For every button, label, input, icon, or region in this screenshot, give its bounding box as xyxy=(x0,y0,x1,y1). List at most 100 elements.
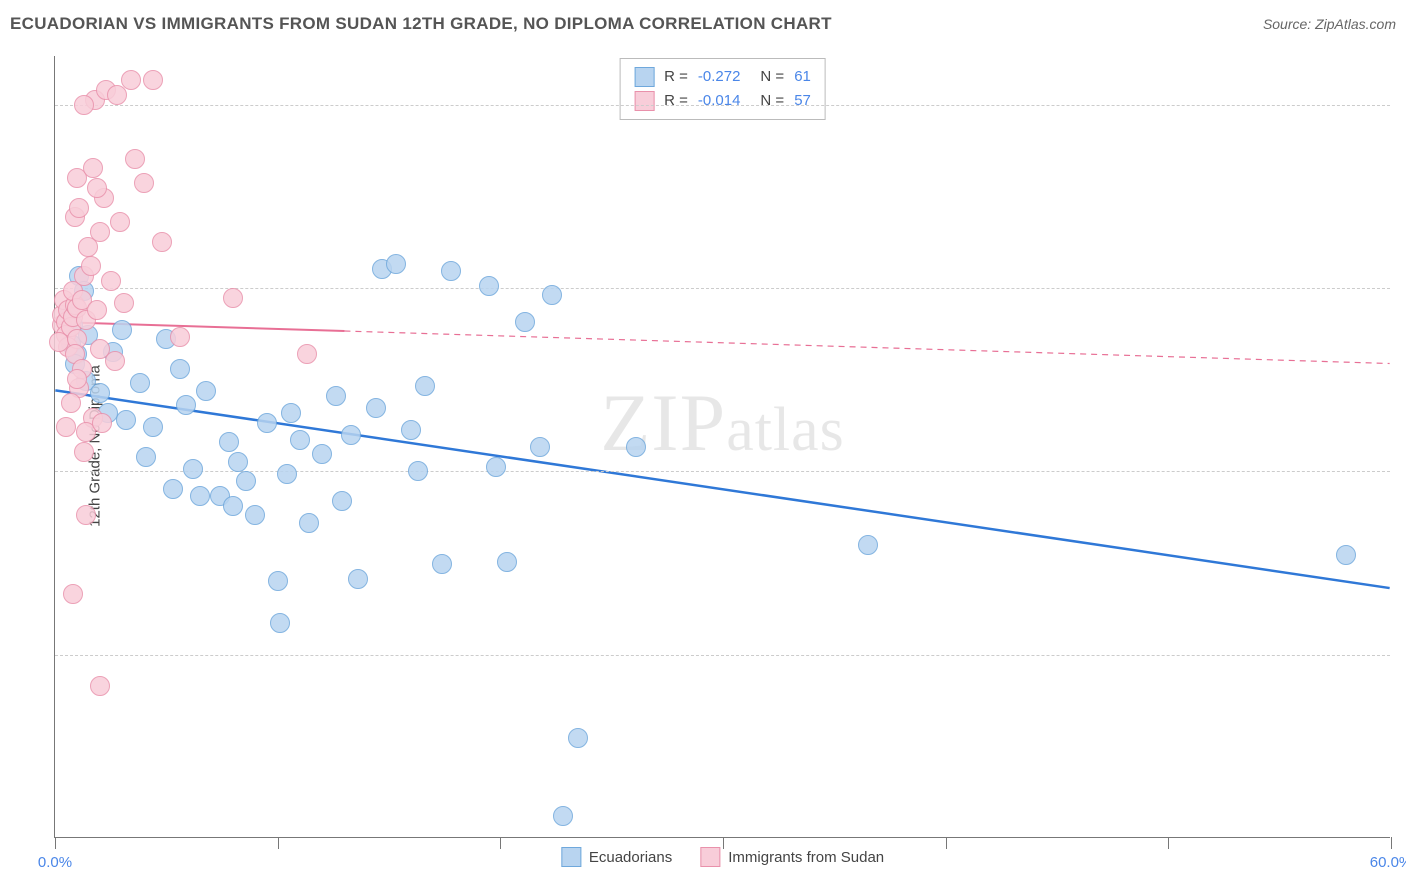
ecuadorian-point xyxy=(196,381,216,401)
sudan-point xyxy=(76,505,96,525)
ecuadorian-point xyxy=(348,569,368,589)
stat-r-value: -0.014 xyxy=(698,89,741,113)
trend-line-solid xyxy=(55,322,344,331)
ecuadorian-point xyxy=(432,554,452,574)
x-tick xyxy=(55,837,56,849)
legend-item: Ecuadorians xyxy=(561,847,672,867)
ecuadorian-point xyxy=(136,447,156,467)
ecuadorian-point xyxy=(408,461,428,481)
y-tick-label: 77.5% xyxy=(1396,646,1406,663)
ecuadorian-point xyxy=(341,425,361,445)
sudan-point xyxy=(297,344,317,364)
legend-label: Ecuadorians xyxy=(589,849,672,866)
y-tick-label: 92.5% xyxy=(1396,280,1406,297)
stat-n-value: 57 xyxy=(794,89,811,113)
sudan-point xyxy=(74,95,94,115)
x-tick-label: 0.0% xyxy=(38,854,72,871)
sudan-point xyxy=(110,212,130,232)
sudan-point xyxy=(107,85,127,105)
sudan-point xyxy=(63,584,83,604)
series-legend: Ecuadorians Immigrants from Sudan xyxy=(561,847,884,867)
sudan-point xyxy=(101,271,121,291)
ecuadorian-point xyxy=(441,261,461,281)
ecuadorian-point xyxy=(90,383,110,403)
sudan-point xyxy=(81,256,101,276)
legend-item: Immigrants from Sudan xyxy=(700,847,884,867)
x-tick xyxy=(946,837,947,849)
sudan-point xyxy=(90,676,110,696)
stat-r-value: -0.272 xyxy=(698,65,741,89)
chart-title: ECUADORIAN VS IMMIGRANTS FROM SUDAN 12TH… xyxy=(10,14,832,34)
x-tick xyxy=(1168,837,1169,849)
gridline-horizontal xyxy=(55,288,1390,289)
trend-lines-layer xyxy=(55,56,1390,837)
ecuadorian-point xyxy=(223,496,243,516)
ecuadorian-point xyxy=(270,613,290,633)
ecuadorian-point xyxy=(176,395,196,415)
legend-swatch xyxy=(561,847,581,867)
legend-swatch xyxy=(634,67,654,87)
trend-line-solid xyxy=(55,390,1389,588)
correlation-legend: R =-0.272N =61R =-0.014N =57 xyxy=(619,58,826,120)
sudan-point xyxy=(125,149,145,169)
ecuadorian-point xyxy=(312,444,332,464)
legend-stats-row: R =-0.272N =61 xyxy=(634,65,811,89)
ecuadorian-point xyxy=(626,437,646,457)
y-tick-label: 85.0% xyxy=(1396,463,1406,480)
stat-r-label: R = xyxy=(664,89,688,113)
sudan-point xyxy=(61,393,81,413)
chart-plot-area: ZIPatlas R =-0.272N =61R =-0.014N =57 77… xyxy=(54,56,1390,838)
x-tick-label: 60.0% xyxy=(1370,854,1406,871)
ecuadorian-point xyxy=(277,464,297,484)
stat-n-label: N = xyxy=(760,65,784,89)
stat-n-label: N = xyxy=(760,89,784,113)
ecuadorian-point xyxy=(281,403,301,423)
sudan-point xyxy=(114,293,134,313)
sudan-point xyxy=(83,158,103,178)
ecuadorian-point xyxy=(1336,545,1356,565)
ecuadorian-point xyxy=(183,459,203,479)
ecuadorian-point xyxy=(542,285,562,305)
ecuadorian-point xyxy=(486,457,506,477)
ecuadorian-point xyxy=(332,491,352,511)
gridline-horizontal xyxy=(55,105,1390,106)
ecuadorian-point xyxy=(130,373,150,393)
sudan-point xyxy=(143,70,163,90)
ecuadorian-point xyxy=(415,376,435,396)
ecuadorian-point xyxy=(326,386,346,406)
legend-swatch xyxy=(700,847,720,867)
sudan-point xyxy=(67,369,87,389)
ecuadorian-point xyxy=(479,276,499,296)
ecuadorian-point xyxy=(163,479,183,499)
ecuadorian-point xyxy=(366,398,386,418)
source-attribution: Source: ZipAtlas.com xyxy=(1263,16,1396,32)
ecuadorian-point xyxy=(530,437,550,457)
sudan-point xyxy=(74,442,94,462)
sudan-point xyxy=(134,173,154,193)
x-tick xyxy=(278,837,279,849)
gridline-horizontal xyxy=(55,471,1390,472)
ecuadorian-point xyxy=(386,254,406,274)
ecuadorian-point xyxy=(245,505,265,525)
ecuadorian-point xyxy=(170,359,190,379)
x-tick xyxy=(500,837,501,849)
ecuadorian-point xyxy=(553,806,573,826)
sudan-point xyxy=(105,351,125,371)
sudan-point xyxy=(170,327,190,347)
ecuadorian-point xyxy=(236,471,256,491)
ecuadorian-point xyxy=(515,312,535,332)
ecuadorian-point xyxy=(228,452,248,472)
ecuadorian-point xyxy=(858,535,878,555)
ecuadorian-point xyxy=(401,420,421,440)
ecuadorian-point xyxy=(112,320,132,340)
ecuadorian-point xyxy=(299,513,319,533)
ecuadorian-point xyxy=(568,728,588,748)
ecuadorian-point xyxy=(190,486,210,506)
sudan-point xyxy=(87,178,107,198)
ecuadorian-point xyxy=(268,571,288,591)
stat-r-label: R = xyxy=(664,65,688,89)
sudan-point xyxy=(69,198,89,218)
sudan-point xyxy=(152,232,172,252)
legend-label: Immigrants from Sudan xyxy=(728,849,884,866)
legend-swatch xyxy=(634,91,654,111)
